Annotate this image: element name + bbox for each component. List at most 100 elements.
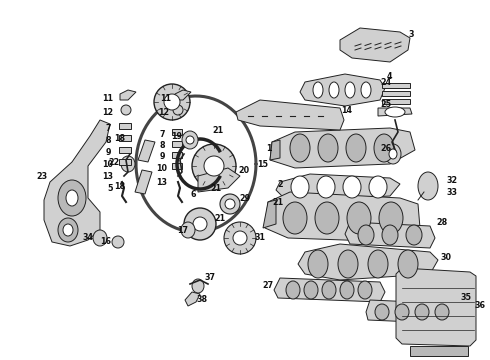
Polygon shape [120, 90, 136, 100]
Text: 14: 14 [342, 105, 352, 114]
Text: 8: 8 [159, 140, 165, 149]
Bar [172, 129, 182, 135]
Text: 7: 7 [105, 123, 111, 132]
Ellipse shape [290, 134, 310, 162]
Polygon shape [340, 28, 410, 62]
Polygon shape [366, 300, 462, 324]
Text: 29: 29 [240, 194, 250, 202]
Text: 1: 1 [266, 144, 272, 153]
Polygon shape [44, 120, 110, 246]
Text: 26: 26 [380, 144, 392, 153]
Ellipse shape [340, 281, 354, 299]
Polygon shape [345, 222, 435, 248]
Text: 30: 30 [441, 253, 451, 262]
Ellipse shape [368, 250, 388, 278]
Ellipse shape [313, 82, 323, 98]
Ellipse shape [389, 149, 397, 159]
Ellipse shape [220, 194, 240, 214]
Text: 4: 4 [386, 72, 392, 81]
Ellipse shape [192, 279, 204, 293]
Ellipse shape [343, 176, 361, 198]
Text: 37: 37 [204, 274, 216, 283]
Bar [382, 91, 410, 96]
Text: 9: 9 [105, 148, 111, 157]
Ellipse shape [283, 202, 307, 234]
Ellipse shape [338, 250, 358, 278]
Ellipse shape [58, 180, 86, 216]
Ellipse shape [304, 281, 318, 299]
Ellipse shape [58, 218, 78, 242]
Polygon shape [263, 200, 276, 228]
Polygon shape [198, 168, 240, 192]
Ellipse shape [225, 199, 235, 209]
Ellipse shape [361, 82, 371, 98]
Text: 21: 21 [215, 213, 225, 222]
Text: 32: 32 [446, 176, 458, 185]
Ellipse shape [318, 134, 338, 162]
Text: 38: 38 [196, 296, 208, 305]
Text: 12: 12 [158, 108, 170, 117]
Ellipse shape [63, 224, 73, 236]
Text: 11: 11 [161, 94, 171, 103]
Bar [119, 159, 131, 165]
Ellipse shape [374, 134, 394, 162]
Text: 3: 3 [408, 30, 414, 39]
Text: 19: 19 [172, 131, 182, 140]
Text: 10: 10 [156, 163, 168, 172]
Text: 13: 13 [156, 177, 168, 186]
Ellipse shape [358, 281, 372, 299]
Ellipse shape [112, 236, 124, 248]
Ellipse shape [317, 176, 335, 198]
Ellipse shape [415, 304, 429, 320]
Ellipse shape [224, 222, 256, 254]
Polygon shape [396, 268, 476, 346]
Ellipse shape [435, 304, 449, 320]
Polygon shape [378, 108, 412, 116]
Polygon shape [298, 244, 438, 280]
Text: 34: 34 [82, 234, 94, 243]
Polygon shape [300, 74, 385, 106]
Text: 13: 13 [102, 171, 114, 180]
Text: 21: 21 [213, 126, 223, 135]
Text: 11: 11 [102, 94, 114, 103]
Ellipse shape [322, 281, 336, 299]
Text: 35: 35 [461, 293, 471, 302]
Text: 15: 15 [258, 159, 269, 168]
Ellipse shape [385, 144, 401, 164]
Bar [172, 163, 182, 169]
Text: 16: 16 [100, 238, 112, 247]
Bar [119, 147, 131, 153]
Polygon shape [236, 100, 344, 130]
Ellipse shape [358, 225, 374, 245]
Text: 2: 2 [277, 180, 283, 189]
Ellipse shape [308, 250, 328, 278]
Ellipse shape [181, 222, 195, 238]
Ellipse shape [192, 144, 236, 188]
Text: 27: 27 [263, 282, 273, 291]
Ellipse shape [347, 202, 371, 234]
Text: 7: 7 [159, 130, 165, 139]
Ellipse shape [184, 208, 216, 240]
Ellipse shape [286, 281, 300, 299]
Ellipse shape [193, 217, 207, 231]
Polygon shape [274, 278, 385, 302]
Bar [382, 99, 410, 104]
Polygon shape [270, 140, 280, 160]
Ellipse shape [173, 105, 183, 115]
Text: 31: 31 [254, 234, 266, 243]
Text: 18: 18 [115, 134, 125, 143]
Text: 21: 21 [210, 184, 221, 193]
Text: 33: 33 [446, 188, 458, 197]
Text: 23: 23 [36, 171, 48, 180]
Ellipse shape [369, 176, 387, 198]
Text: 17: 17 [177, 225, 189, 234]
Ellipse shape [291, 176, 309, 198]
Polygon shape [265, 192, 420, 242]
Ellipse shape [233, 231, 247, 245]
Text: 6: 6 [190, 189, 196, 198]
Text: 25: 25 [380, 99, 392, 108]
Text: 21: 21 [272, 198, 284, 207]
Bar [382, 83, 410, 88]
Bar [172, 152, 182, 158]
Ellipse shape [329, 82, 339, 98]
